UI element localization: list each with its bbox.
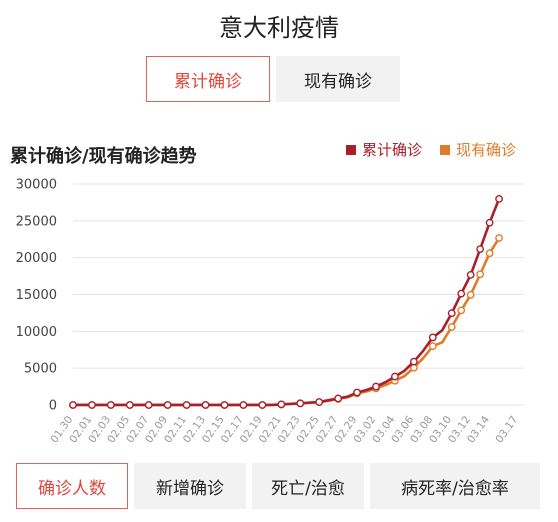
data-point bbox=[125, 401, 134, 409]
data-point bbox=[201, 401, 210, 409]
series-line-current bbox=[73, 237, 501, 407]
new-confirmed-button[interactable]: 新增确诊 bbox=[134, 463, 246, 509]
data-point bbox=[372, 382, 380, 391]
data-point bbox=[144, 401, 153, 409]
data-point bbox=[391, 372, 399, 381]
tab-current-confirmed[interactable]: 现有确诊 bbox=[276, 56, 400, 102]
data-point bbox=[106, 401, 115, 409]
data-point bbox=[466, 290, 475, 299]
data-point bbox=[447, 323, 456, 331]
y-tick-label: 25000 bbox=[16, 214, 57, 229]
death-recovery-button[interactable]: 死亡/治愈 bbox=[252, 463, 364, 509]
data-point bbox=[485, 249, 494, 258]
page-title: 意大利疫情 bbox=[219, 14, 339, 42]
chart-title: 累计确诊/现有确诊趋势 bbox=[10, 146, 197, 167]
data-point bbox=[277, 400, 286, 409]
data-point bbox=[495, 194, 503, 203]
fatality-recovery-rate-button[interactable]: 病死率/治愈率 bbox=[370, 463, 540, 509]
y-tick-label: 30000 bbox=[16, 178, 57, 193]
confirmed-count-button[interactable]: 确诊人数 bbox=[16, 463, 128, 509]
legend-label-current: 现有确诊 bbox=[456, 141, 517, 159]
data-point bbox=[476, 245, 485, 254]
legend-label-cumulative: 累计确诊 bbox=[362, 141, 423, 159]
trend-line-chart: 05000100001500020000250003000001.3002.01… bbox=[16, 178, 524, 446]
data-point bbox=[258, 401, 267, 409]
data-point bbox=[239, 401, 248, 409]
data-point bbox=[485, 218, 494, 227]
data-point bbox=[315, 398, 324, 406]
tab-cumulative-confirmed[interactable]: 累计确诊 bbox=[146, 56, 270, 102]
data-point bbox=[220, 401, 229, 409]
x-tick-label: 03.17 bbox=[493, 414, 520, 446]
data-point bbox=[495, 234, 503, 242]
y-tick-label: 10000 bbox=[16, 325, 57, 340]
legend-swatch-cumulative bbox=[346, 144, 356, 155]
legend-item-current[interactable]: 现有确诊 bbox=[440, 139, 516, 160]
data-point bbox=[428, 342, 437, 351]
data-point bbox=[163, 401, 172, 409]
series-line-cumulative bbox=[73, 198, 501, 407]
data-point bbox=[428, 333, 437, 342]
data-point bbox=[409, 357, 418, 366]
y-tick-label: 20000 bbox=[16, 251, 57, 266]
data-point bbox=[353, 388, 361, 397]
data-point bbox=[296, 399, 305, 408]
y-tick-label: 0 bbox=[49, 399, 57, 414]
y-tick-label: 5000 bbox=[24, 362, 57, 377]
data-point bbox=[457, 306, 466, 315]
data-point bbox=[457, 289, 466, 298]
y-tick-label: 15000 bbox=[16, 288, 57, 303]
data-point bbox=[88, 401, 96, 409]
data-point bbox=[447, 309, 456, 318]
data-point bbox=[476, 270, 485, 279]
legend-item-cumulative[interactable]: 累计确诊 bbox=[346, 139, 422, 160]
data-point bbox=[69, 401, 77, 409]
data-point bbox=[182, 401, 191, 409]
data-point bbox=[466, 271, 475, 279]
legend-swatch-current bbox=[440, 144, 450, 155]
data-point bbox=[334, 394, 343, 403]
